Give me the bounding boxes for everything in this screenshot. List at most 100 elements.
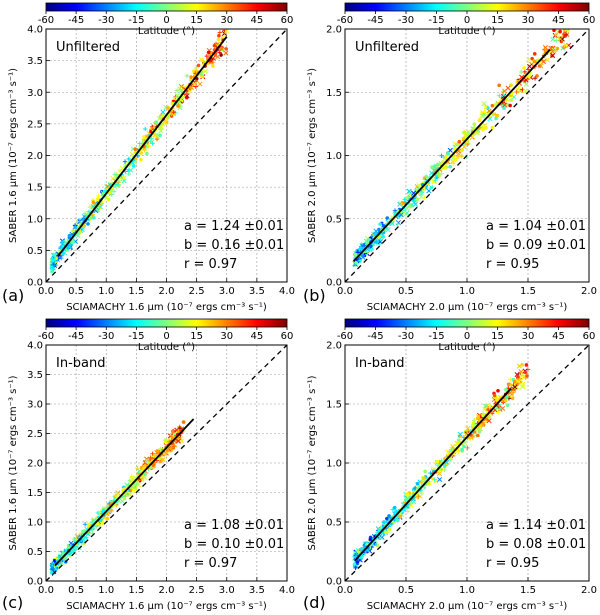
- data-point-plus: [137, 141, 142, 146]
- data-point-plus: [117, 168, 123, 174]
- data-point-dot: [524, 363, 529, 367]
- data-point-dot: [181, 420, 186, 424]
- x-tick-label: 4.0: [279, 286, 295, 297]
- data-point-plus: [494, 101, 499, 107]
- data-point-cross: [486, 418, 492, 424]
- data-point-plus: [142, 148, 147, 153]
- data-point-plus: [515, 378, 521, 383]
- data-point-dot: [495, 113, 500, 118]
- panel-a: -60 -45 -30 -15 0 15 30 45 60 Latitude (°) 0.0 0.5 1…: [2, 2, 295, 313]
- data-point-cross: [224, 29, 230, 34]
- data-point-plus: [362, 242, 367, 248]
- data-point-dot: [158, 116, 163, 121]
- fit-stat: a = 1.08 ±0.01: [184, 518, 284, 533]
- data-point-cross: [198, 57, 205, 63]
- data-point-cross: [191, 81, 197, 87]
- y-tick-label: 0.0: [27, 278, 43, 289]
- data-point-cross: [97, 204, 104, 210]
- data-point-dot: [387, 527, 392, 532]
- colorbar-tick-label: -45: [367, 331, 383, 342]
- data-point-dot: [206, 50, 211, 55]
- data-point-plus: [495, 410, 501, 415]
- colorbar-tick-label: 30: [522, 331, 535, 342]
- data-point-dot: [377, 528, 382, 532]
- data-point-dot: [508, 103, 512, 108]
- y-axis-label: SABER 1.6 μm (10⁻⁷ ergs cm⁻³ s⁻¹): [8, 68, 19, 243]
- data-point-plus: [61, 251, 66, 257]
- colorbar-label: Latitude (°): [438, 26, 495, 37]
- colorbar-tick-label: 15: [190, 15, 203, 26]
- y-tick-label: 1.5: [326, 400, 342, 411]
- data-point-plus: [503, 395, 509, 400]
- panel-c: -60 -45 -30 -15 0 15 30 45 60 Latitude (°) 0.0 0.5 1…: [2, 318, 295, 612]
- y-tick-label: 3.5: [27, 370, 43, 381]
- data-point-dot: [505, 403, 510, 408]
- data-point-dot: [141, 466, 146, 470]
- data-point-dot: [91, 200, 96, 205]
- y-tick-label: 3.5: [27, 56, 43, 67]
- fit-line: [354, 388, 512, 562]
- x-tick-label: 0.0: [337, 585, 353, 596]
- data-point-dot: [52, 558, 57, 563]
- x-tick-label: 1.0: [459, 286, 475, 297]
- data-point-dot: [522, 66, 526, 70]
- x-axis-label: SCIAMACHY 2.0 μm (10⁻⁷ ergs cm⁻³ s⁻¹): [367, 601, 568, 612]
- x-tick-label: 0.5: [398, 286, 414, 297]
- data-point-cross: [160, 109, 166, 115]
- data-point-dot: [532, 52, 537, 56]
- colorbar-tick-label: 0: [464, 15, 470, 26]
- data-point-dot: [482, 125, 487, 129]
- x-tick-label: 0.5: [398, 585, 414, 596]
- y-tick-label: 2.5: [27, 429, 43, 440]
- data-point-plus: [109, 192, 114, 197]
- x-tick-label: 2.0: [581, 286, 597, 297]
- data-point-plus: [443, 154, 449, 159]
- data-point-plus: [494, 406, 499, 411]
- data-point-cross: [516, 363, 522, 369]
- data-point-plus: [447, 449, 452, 454]
- data-point-plus: [204, 53, 210, 59]
- data-point-plus: [177, 425, 183, 431]
- data-point-dot: [131, 164, 136, 168]
- data-point-cross: [457, 431, 463, 437]
- data-point-dot: [354, 260, 359, 265]
- data-point-plus: [373, 231, 379, 237]
- data-point-dot: [145, 151, 149, 156]
- data-point-dot: [510, 396, 515, 401]
- panel-tag: In-band: [355, 356, 404, 371]
- data-point-plus: [148, 456, 153, 461]
- x-axis-label: SCIAMACHY 2.0 μm (10⁻⁷ ergs cm⁻³ s⁻¹): [367, 302, 568, 313]
- x-tick-label: 1.0: [98, 286, 114, 297]
- data-point-cross: [518, 377, 524, 383]
- data-point-dot: [105, 516, 110, 521]
- colorbar: [344, 2, 590, 12]
- data-point-dot: [385, 216, 390, 220]
- colorbar-tick-label: 15: [190, 331, 203, 342]
- y-tick-label: 4.0: [27, 341, 43, 352]
- colorbar-tick-label: 45: [552, 15, 565, 26]
- fit-stat: r = 0.95: [486, 556, 539, 571]
- x-tick-label: 3.0: [219, 286, 235, 297]
- y-tick-label: 0.0: [326, 278, 342, 289]
- data-point-plus: [428, 185, 433, 191]
- data-point-dot: [101, 508, 106, 513]
- data-point-dot: [133, 147, 137, 151]
- data-point-dot: [392, 505, 397, 510]
- colorbar-label: Latitude (°): [138, 26, 195, 37]
- data-point-cross: [360, 254, 366, 260]
- data-point-dot: [538, 64, 542, 68]
- x-tick-label: 1.5: [128, 585, 144, 596]
- x-tick-label: 2.5: [189, 585, 205, 596]
- data-point-plus: [392, 208, 398, 213]
- colorbar-tick-label: -60: [38, 331, 54, 342]
- data-point-plus: [563, 32, 569, 38]
- data-point-plus: [165, 115, 171, 120]
- colorbar-tick-label: -30: [398, 331, 414, 342]
- data-point-cross: [557, 36, 563, 42]
- y-tick-label: 3.0: [27, 400, 43, 411]
- data-point-plus: [131, 488, 137, 493]
- colorbar-tick-label: -45: [68, 15, 84, 26]
- data-point-cross: [174, 93, 180, 99]
- y-axis-label: SABER 2.0 μm (10⁻⁷ ergs cm⁻³ s⁻¹): [307, 375, 318, 550]
